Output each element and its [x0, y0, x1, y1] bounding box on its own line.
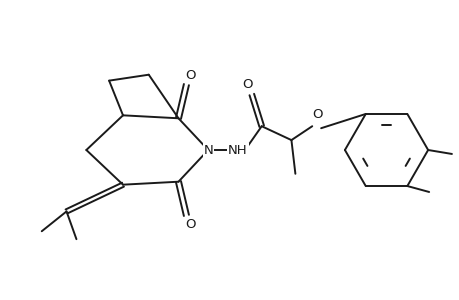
Text: O: O: [185, 218, 195, 231]
Text: O: O: [185, 69, 195, 82]
Text: NH: NH: [228, 143, 247, 157]
Text: N: N: [203, 143, 213, 157]
Text: O: O: [242, 78, 252, 91]
Text: O: O: [311, 108, 322, 121]
